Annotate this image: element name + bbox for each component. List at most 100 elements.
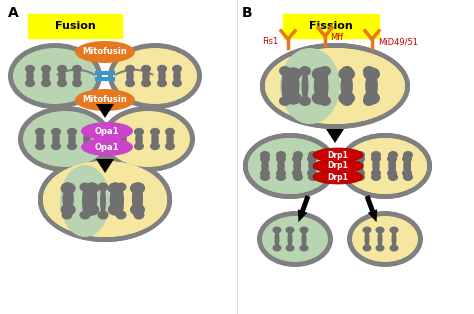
Ellipse shape [134, 128, 144, 136]
Ellipse shape [293, 173, 303, 181]
Ellipse shape [338, 91, 355, 105]
Ellipse shape [141, 79, 151, 87]
Ellipse shape [338, 133, 432, 199]
Ellipse shape [248, 138, 332, 194]
Ellipse shape [355, 173, 365, 181]
Ellipse shape [257, 211, 333, 267]
Ellipse shape [51, 128, 61, 136]
Ellipse shape [288, 230, 292, 248]
Ellipse shape [260, 151, 270, 159]
Ellipse shape [365, 71, 373, 101]
Ellipse shape [62, 182, 73, 192]
Ellipse shape [363, 226, 372, 234]
Ellipse shape [80, 210, 91, 219]
Ellipse shape [278, 155, 284, 177]
Ellipse shape [308, 157, 316, 175]
Ellipse shape [375, 226, 384, 234]
Ellipse shape [295, 155, 301, 177]
Ellipse shape [402, 155, 412, 163]
Ellipse shape [35, 142, 45, 150]
Ellipse shape [392, 230, 396, 248]
Ellipse shape [338, 133, 432, 199]
Ellipse shape [338, 67, 355, 81]
Ellipse shape [125, 79, 135, 87]
Ellipse shape [363, 66, 375, 76]
Ellipse shape [118, 187, 124, 215]
Ellipse shape [130, 204, 145, 215]
Ellipse shape [260, 169, 270, 177]
Ellipse shape [260, 173, 270, 181]
Ellipse shape [312, 91, 328, 105]
Ellipse shape [293, 151, 303, 159]
Ellipse shape [321, 71, 328, 101]
Ellipse shape [277, 157, 285, 175]
Ellipse shape [387, 169, 397, 177]
Ellipse shape [285, 67, 301, 81]
Ellipse shape [260, 43, 410, 129]
Ellipse shape [43, 161, 167, 237]
Ellipse shape [158, 67, 166, 85]
Ellipse shape [285, 91, 301, 105]
FancyBboxPatch shape [283, 14, 379, 38]
Ellipse shape [101, 106, 195, 172]
Ellipse shape [75, 89, 135, 111]
Ellipse shape [387, 155, 397, 163]
Ellipse shape [108, 204, 123, 215]
Ellipse shape [38, 156, 172, 242]
Ellipse shape [274, 230, 280, 248]
Ellipse shape [116, 210, 127, 219]
Ellipse shape [134, 210, 145, 219]
Ellipse shape [172, 79, 182, 87]
Ellipse shape [132, 186, 143, 212]
Text: Opa1: Opa1 [95, 143, 119, 151]
Ellipse shape [72, 65, 82, 73]
Ellipse shape [403, 157, 411, 175]
Ellipse shape [299, 66, 311, 76]
Ellipse shape [72, 79, 82, 87]
Ellipse shape [262, 155, 268, 177]
Ellipse shape [355, 155, 365, 163]
Ellipse shape [300, 226, 309, 234]
Ellipse shape [341, 96, 353, 106]
Ellipse shape [172, 65, 182, 73]
Ellipse shape [8, 43, 102, 109]
Ellipse shape [285, 245, 294, 252]
Ellipse shape [150, 128, 160, 136]
Text: Mitofusin: Mitofusin [82, 47, 128, 57]
Ellipse shape [299, 96, 311, 106]
Ellipse shape [371, 151, 381, 159]
Ellipse shape [130, 204, 145, 215]
Text: Drp1: Drp1 [328, 172, 348, 181]
Ellipse shape [82, 142, 92, 150]
Ellipse shape [308, 173, 318, 181]
Ellipse shape [68, 130, 76, 148]
Text: Drp1: Drp1 [328, 161, 348, 171]
Text: A: A [8, 6, 19, 20]
Ellipse shape [279, 96, 291, 106]
Ellipse shape [82, 128, 92, 136]
Ellipse shape [134, 142, 144, 150]
Polygon shape [326, 129, 344, 143]
Ellipse shape [308, 151, 318, 159]
Ellipse shape [276, 169, 286, 177]
Ellipse shape [365, 230, 370, 248]
Ellipse shape [52, 130, 60, 148]
Ellipse shape [100, 187, 106, 215]
Ellipse shape [352, 216, 418, 262]
Ellipse shape [273, 245, 282, 252]
Ellipse shape [25, 65, 35, 73]
Ellipse shape [108, 43, 202, 109]
Ellipse shape [25, 79, 35, 87]
Ellipse shape [98, 210, 109, 219]
Ellipse shape [403, 151, 413, 159]
Ellipse shape [82, 187, 88, 215]
Ellipse shape [63, 186, 73, 212]
Ellipse shape [293, 157, 301, 175]
Ellipse shape [388, 157, 396, 175]
Ellipse shape [51, 142, 61, 150]
Ellipse shape [84, 204, 99, 215]
Ellipse shape [136, 187, 142, 215]
Ellipse shape [81, 138, 133, 156]
Ellipse shape [108, 204, 123, 215]
Ellipse shape [81, 122, 133, 140]
